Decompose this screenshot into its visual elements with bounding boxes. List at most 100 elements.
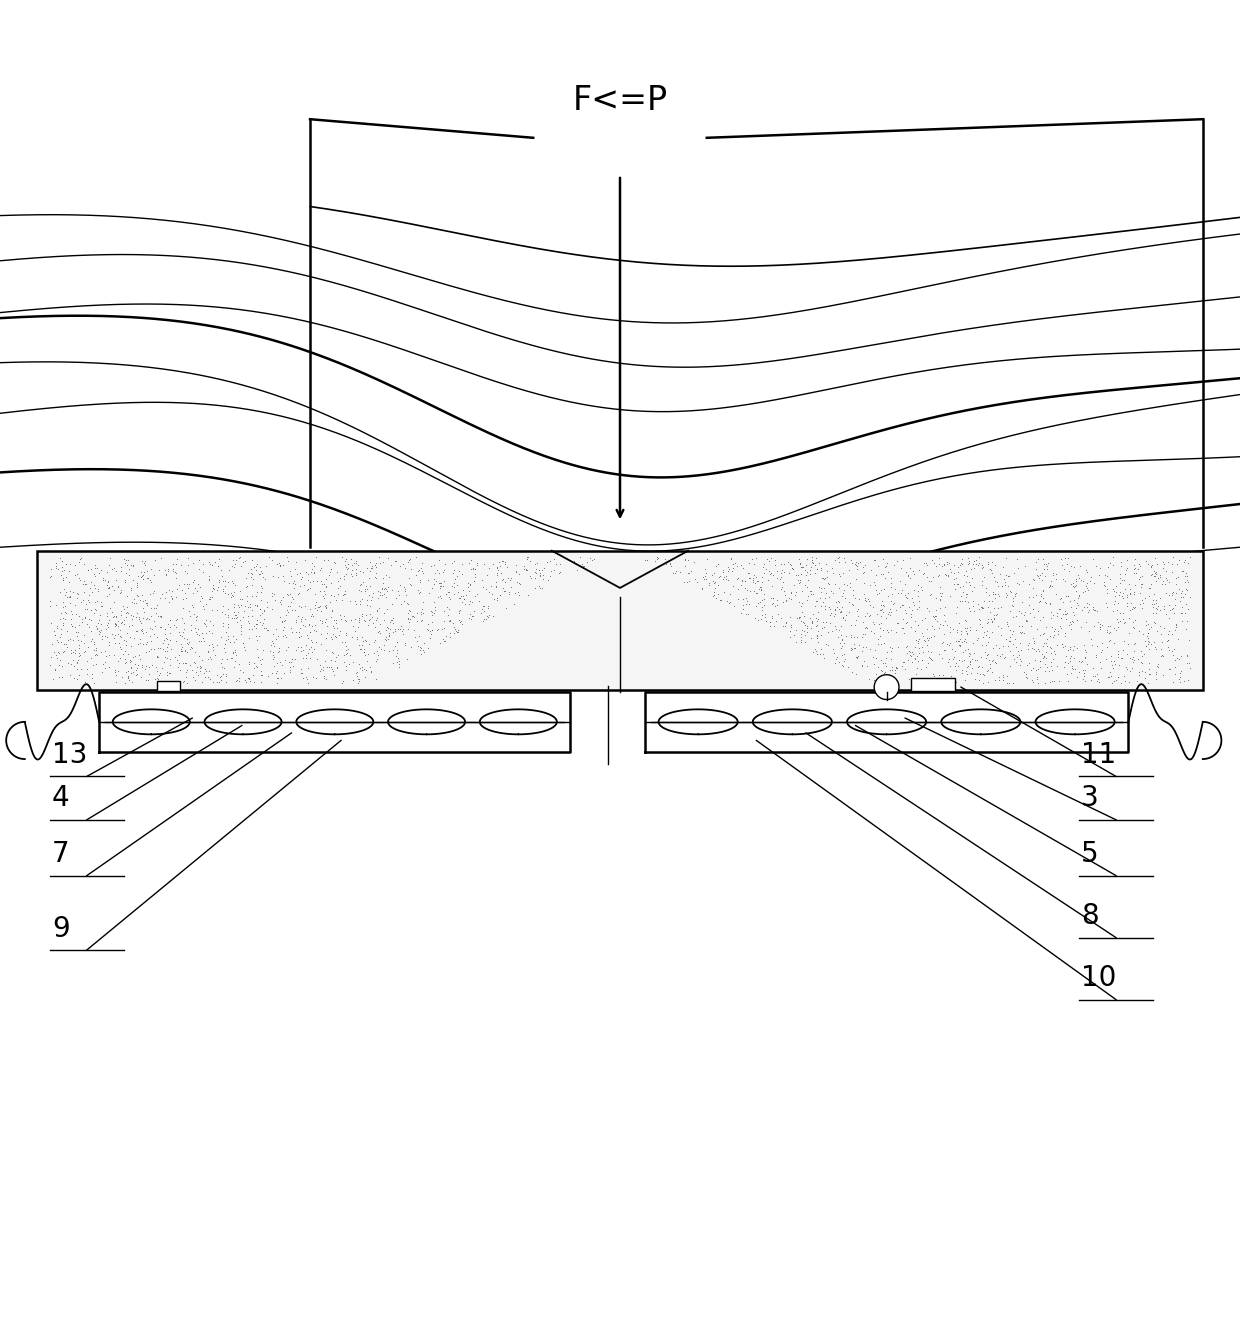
Point: [53, 569, 73, 590]
Point: [1146, 562, 1166, 584]
Point: [1172, 603, 1192, 624]
Point: [985, 586, 1004, 608]
Point: [401, 600, 420, 621]
Point: [316, 596, 336, 617]
Point: [919, 640, 939, 662]
Point: [295, 608, 315, 629]
Point: [179, 577, 198, 599]
Point: [270, 554, 290, 576]
Point: [864, 623, 884, 644]
Point: [454, 588, 474, 609]
Point: [176, 667, 196, 688]
Point: [291, 659, 311, 680]
Point: [222, 585, 242, 607]
Point: [771, 553, 791, 574]
Point: [919, 570, 939, 592]
Point: [231, 595, 250, 616]
Point: [706, 586, 725, 608]
Point: [272, 667, 291, 688]
Point: [117, 554, 136, 576]
Point: [410, 644, 430, 666]
Point: [797, 615, 817, 636]
Point: [1012, 621, 1032, 643]
Point: [53, 558, 73, 580]
Point: [1033, 586, 1053, 608]
Point: [1157, 569, 1177, 590]
Point: [997, 666, 1017, 687]
Point: [1053, 590, 1073, 612]
Point: [835, 643, 854, 664]
Point: [389, 556, 409, 577]
Point: [797, 549, 817, 570]
Point: [1168, 628, 1188, 650]
Point: [350, 654, 370, 675]
Point: [839, 601, 859, 623]
Point: [322, 628, 342, 650]
Point: [1102, 672, 1122, 694]
Point: [711, 565, 730, 586]
Point: [119, 668, 139, 690]
Point: [1023, 599, 1043, 620]
Point: [812, 643, 832, 664]
Point: [844, 586, 864, 608]
Point: [779, 562, 799, 584]
Point: [69, 569, 89, 590]
Point: [133, 568, 153, 589]
Point: [714, 566, 734, 588]
Point: [149, 605, 169, 627]
Point: [728, 578, 748, 600]
Point: [983, 597, 1003, 619]
Point: [728, 588, 748, 609]
Point: [58, 629, 78, 651]
Point: [895, 603, 915, 624]
Point: [1118, 633, 1138, 655]
Point: [262, 663, 281, 684]
Point: [320, 561, 340, 582]
Point: [1131, 576, 1151, 597]
Point: [895, 584, 915, 605]
Point: [117, 629, 136, 651]
Point: [765, 554, 785, 576]
Point: [215, 637, 234, 659]
Point: [58, 652, 78, 674]
Point: [906, 668, 926, 690]
Point: [87, 640, 107, 662]
Point: [848, 627, 868, 648]
Point: [352, 627, 372, 648]
Point: [63, 581, 83, 603]
Point: [241, 558, 260, 580]
Point: [467, 584, 487, 605]
Point: [47, 629, 67, 651]
Point: [172, 640, 192, 662]
Point: [1034, 646, 1054, 667]
Point: [56, 584, 76, 605]
Point: [947, 573, 967, 595]
Point: [846, 554, 866, 576]
Point: [1114, 569, 1133, 590]
Point: [883, 584, 903, 605]
Point: [238, 605, 258, 627]
Point: [161, 639, 181, 660]
Point: [268, 667, 288, 688]
Point: [1066, 570, 1086, 592]
Point: [120, 663, 140, 684]
Point: [925, 605, 945, 627]
Point: [739, 553, 759, 574]
Point: [1034, 553, 1054, 574]
Point: [289, 582, 309, 604]
Point: [67, 668, 87, 690]
Point: [448, 620, 467, 641]
Point: [1090, 613, 1110, 635]
Point: [935, 639, 955, 660]
Point: [1090, 616, 1110, 637]
Point: [973, 627, 993, 648]
Point: [350, 590, 370, 612]
Point: [231, 609, 250, 631]
Point: [1059, 615, 1079, 636]
Point: [905, 648, 925, 670]
Point: [89, 562, 109, 584]
Point: [52, 550, 72, 572]
Point: [141, 558, 161, 580]
Point: [336, 558, 356, 580]
Point: [464, 558, 484, 580]
